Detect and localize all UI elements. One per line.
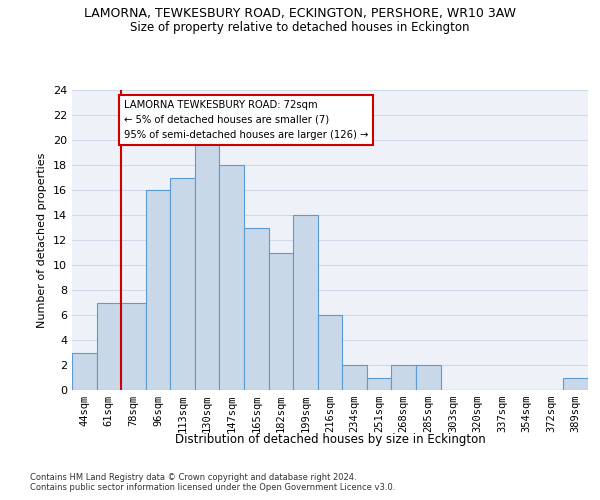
Bar [318,315,342,390]
Bar [367,378,391,390]
Bar [269,252,293,390]
Y-axis label: Number of detached properties: Number of detached properties [37,152,47,328]
Bar [121,302,146,390]
Text: Distribution of detached houses by size in Eckington: Distribution of detached houses by size … [175,432,485,446]
Bar [416,365,440,390]
Bar [244,228,269,390]
Bar [220,165,244,390]
Text: Contains HM Land Registry data © Crown copyright and database right 2024.: Contains HM Land Registry data © Crown c… [30,472,356,482]
Bar [97,302,121,390]
Bar [391,365,416,390]
Bar [146,190,170,390]
Text: LAMORNA, TEWKESBURY ROAD, ECKINGTON, PERSHORE, WR10 3AW: LAMORNA, TEWKESBURY ROAD, ECKINGTON, PER… [84,8,516,20]
Bar [72,352,97,390]
Text: LAMORNA TEWKESBURY ROAD: 72sqm
← 5% of detached houses are smaller (7)
95% of se: LAMORNA TEWKESBURY ROAD: 72sqm ← 5% of d… [124,100,368,140]
Bar [293,215,318,390]
Bar [563,378,588,390]
Text: Contains public sector information licensed under the Open Government Licence v3: Contains public sector information licen… [30,484,395,492]
Text: Size of property relative to detached houses in Eckington: Size of property relative to detached ho… [130,21,470,34]
Bar [342,365,367,390]
Bar [195,140,220,390]
Bar [170,178,195,390]
